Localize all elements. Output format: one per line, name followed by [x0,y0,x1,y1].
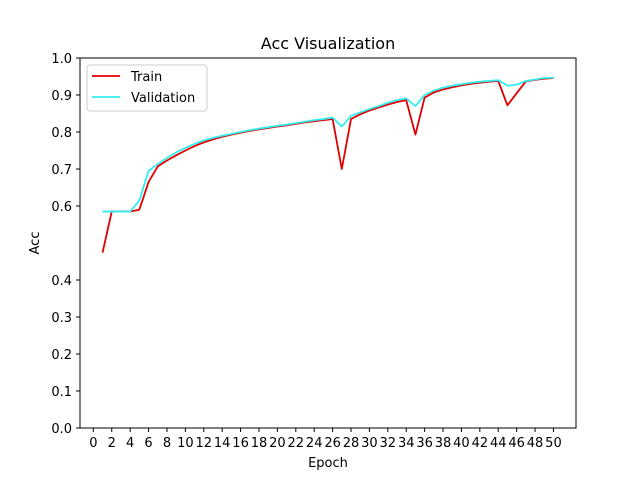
x-tick-label: 46 [508,436,525,451]
x-tick-label: 26 [324,436,341,451]
x-tick-label: 12 [195,436,212,451]
y-axis-label: Acc [28,232,43,255]
x-tick-label: 38 [435,436,452,451]
y-tick-label: 1.0 [51,52,72,67]
x-tick-label: 48 [527,436,544,451]
axes-frame [79,57,577,429]
x-tick-label: 50 [545,436,562,451]
x-tick-label: 36 [416,436,433,451]
x-tick-label: 32 [380,436,397,451]
series-line-train [101,77,554,253]
y-tick-label: 0.6 [51,200,72,215]
x-tick-label: 0 [89,436,97,451]
y-tick-label: 0.4 [51,274,72,289]
x-tick-label: 28 [343,436,360,451]
x-tick-label: 20 [269,436,286,451]
x-tick-label: 40 [453,436,470,451]
series-line-validation [102,76,554,213]
x-tick-label: 34 [398,436,415,451]
x-tick-label: 14 [214,436,231,451]
plot-area [101,76,554,253]
x-tick-label: 16 [232,436,249,451]
x-tick-label: 10 [177,436,194,451]
legend-label-train: Train [130,70,162,85]
legend-label-validation: Validation [131,91,195,106]
x-tick-label: 44 [490,436,507,451]
x-tick-label: 42 [472,436,489,451]
x-tick-label: 4 [126,436,134,451]
x-tick-label: 2 [108,436,116,451]
y-tick-label: 0.2 [51,348,72,363]
y-tick-label: 0.7 [51,163,72,178]
chart-title: Acc Visualization [261,34,395,53]
x-tick-label: 8 [163,436,171,451]
y-tick-label: 0.0 [51,422,72,437]
x-tick-label: 24 [306,436,323,451]
x-axis-label: Epoch [308,456,348,471]
x-tick-label: 6 [144,436,152,451]
y-tick-label: 0.1 [51,385,72,400]
x-tick-label: 30 [361,436,378,451]
x-tick-label: 18 [251,436,268,451]
y-tick-label: 0.3 [51,311,72,326]
x-tick-label: 22 [288,436,305,451]
y-tick-label: 0.9 [51,89,72,104]
axis-ticks: 0 2 4 6 8 10 12 14 16 18 20 22 24 26 28 30 32 34 36 38 40 42 4… [51,52,561,451]
y-tick-label: 0.8 [51,126,72,141]
legend: Train Validation [86,64,208,112]
